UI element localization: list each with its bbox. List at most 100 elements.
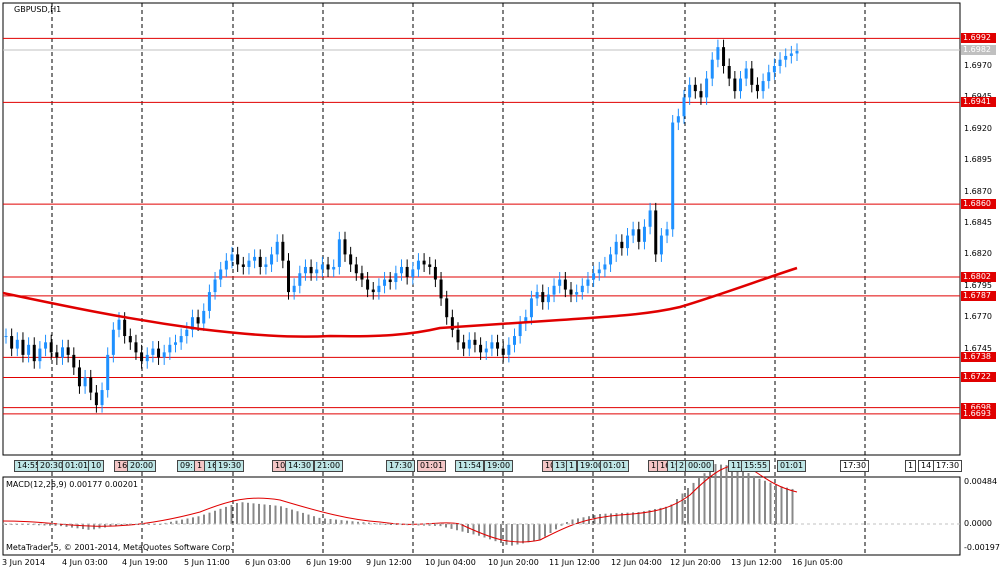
event-marker[interactable]: 17:30 [386, 460, 416, 472]
macd-bar [610, 513, 612, 524]
time-tick-label: 5 Jun 11:00 [184, 558, 230, 567]
candle-body [219, 269, 223, 280]
candle-body [428, 264, 432, 267]
moving-average-line [2, 266, 798, 338]
candle-body [710, 59, 714, 79]
event-marker[interactable]: 1 [905, 460, 917, 472]
macd-bar [593, 515, 596, 524]
macd-bar [109, 524, 112, 527]
candle-body [626, 235, 629, 249]
macd-bar [263, 504, 266, 524]
macd-bar [615, 513, 618, 524]
candle-body [337, 239, 341, 267]
candle-body [405, 266, 409, 278]
macd-bar [115, 524, 117, 526]
macd-bar [32, 524, 35, 526]
macd-bar [373, 523, 376, 525]
candle-body [541, 292, 545, 303]
candle-body [411, 269, 415, 278]
event-marker[interactable]: 20:00 [127, 460, 157, 472]
event-marker[interactable]: 17:30 [840, 460, 870, 472]
candle-body [360, 273, 364, 280]
candle-body [722, 47, 726, 66]
candle-body [151, 348, 155, 355]
macd-bar [709, 468, 711, 524]
macd-bar [329, 519, 332, 524]
event-marker[interactable]: 19:00 [484, 460, 514, 472]
macd-bar [390, 524, 392, 525]
event-marker[interactable]: 14 [918, 460, 935, 472]
macd-bar [654, 509, 656, 524]
macd-bar [181, 519, 183, 524]
price-tick-label: 1.6895 [964, 155, 992, 165]
macd-bar [49, 524, 51, 526]
macd-bar [412, 524, 414, 526]
candle-body [586, 279, 590, 286]
candle-body [55, 352, 59, 358]
event-marker[interactable]: 00:00 [685, 460, 715, 472]
candle-body [744, 68, 748, 79]
window-title: GBPUSD,H1 [14, 5, 62, 14]
candle-body [665, 229, 669, 236]
candle-body [106, 354, 110, 391]
macd-bar [566, 522, 568, 524]
level-price-tag: 1.6698 [961, 402, 996, 413]
candle-body [10, 336, 14, 349]
macd-bar [82, 524, 84, 530]
macd-bar [698, 478, 700, 524]
event-marker[interactable]: 21:00 [314, 460, 344, 472]
candle-body [332, 266, 336, 270]
candle-body [281, 241, 285, 261]
candle-body [72, 354, 76, 368]
macd-bar [461, 524, 464, 532]
event-marker[interactable]: 13 [552, 460, 569, 472]
macd-bar [489, 524, 491, 540]
candle-body [349, 254, 353, 265]
event-marker[interactable]: 10 [88, 460, 105, 472]
candle-body [761, 81, 765, 92]
event-marker[interactable]: 01:01 [777, 460, 807, 472]
event-marker[interactable]: 01:01 [62, 460, 92, 472]
candle-body [145, 354, 149, 362]
event-marker[interactable]: 19:30 [215, 460, 245, 472]
event-marker[interactable]: 01:01 [417, 460, 447, 472]
candle-body [117, 319, 121, 330]
event-marker[interactable]: 17:30 [933, 460, 963, 472]
event-marker[interactable]: 11:54 [455, 460, 485, 472]
macd-bar [225, 506, 227, 524]
candle-body [196, 317, 200, 324]
event-marker[interactable]: 01:01 [600, 460, 630, 472]
macd-bar [192, 517, 194, 524]
candle-body [100, 390, 104, 406]
macd-bar [582, 517, 585, 524]
candle-body [179, 336, 183, 343]
candle-body [185, 329, 189, 337]
candle-body [44, 342, 48, 349]
macd-bar [197, 516, 200, 524]
candle-body [422, 260, 426, 265]
macd-bar [379, 523, 381, 525]
event-marker[interactable]: 1 [566, 460, 578, 472]
macd-bar [681, 493, 684, 524]
macd-bar [483, 524, 486, 538]
candle-body [343, 239, 347, 255]
candle-body [275, 241, 279, 255]
macd-bar [164, 522, 167, 524]
macd-bar [720, 464, 722, 524]
candle-body [513, 336, 516, 345]
candle-body [383, 279, 387, 286]
event-marker[interactable]: 15:55 [741, 460, 771, 472]
macd-scale-top: 0.00484 [964, 477, 998, 486]
macd-bar [769, 482, 772, 524]
candle-body [699, 91, 703, 98]
candle-body [727, 66, 731, 79]
macd-bar [599, 514, 601, 524]
event-marker[interactable]: 14:30 [285, 460, 315, 472]
candle-body [456, 329, 460, 343]
macd-bar [241, 502, 244, 524]
candle-body [292, 285, 296, 293]
candle-body [157, 348, 161, 358]
macd-bar [604, 513, 607, 524]
candle-body [394, 273, 398, 283]
